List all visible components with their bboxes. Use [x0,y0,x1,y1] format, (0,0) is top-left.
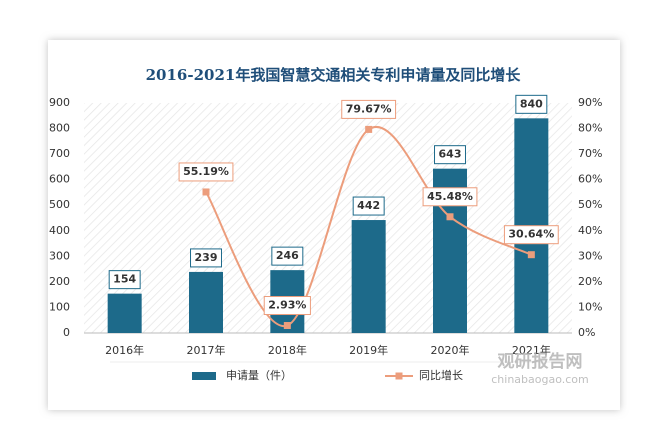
bar [189,271,223,333]
line-value-label-box [341,99,397,119]
legend-label: 申请量（件） [226,369,292,382]
line [205,125,532,327]
line-marker [283,322,291,330]
y-tick-label: 500 [49,198,70,211]
bar-value-label: 154 [113,273,136,286]
bar-value-label: 442 [357,199,380,212]
y2-tick-label: 0% [578,326,595,339]
plot-area [84,103,572,333]
y-tick-label: 600 [49,173,70,186]
legend-swatch [395,372,403,380]
y2-tick-label: 20% [578,275,602,288]
x-tick-label: 2018年 [268,343,307,357]
watermark: chinabaogao.com [491,373,589,386]
y2-tick-label: 40% [578,224,602,237]
line-marker [527,251,535,259]
y2-tick-label: 80% [578,122,602,135]
line-value-label: 55.19% [183,165,229,178]
y-tick-label: 100 [49,300,70,313]
y2-tick-label: 60% [578,173,602,186]
legend-swatch [192,372,216,380]
x-tick-label: 2017年 [187,343,226,357]
y-tick-label: 0 [63,326,70,339]
line-value-label-box [263,296,311,316]
bar-value-label-box [515,94,548,114]
line-marker [365,125,373,133]
y2-tick-label: 10% [578,300,602,313]
line-value-label: 30.64% [508,228,554,241]
x-tick-label: 2020年 [431,343,470,357]
y-tick-label: 800 [49,122,70,135]
bar-value-label: 643 [439,148,462,161]
y-tick-label: 300 [49,249,70,262]
y2-tick-label: 70% [578,147,602,160]
chart-title: 2016-2021年我国智慧交通相关专利申请量及同比增长 [146,66,522,84]
bar-value-label: 246 [276,249,299,262]
y2-tick-label: 90% [578,96,602,109]
y2-tick-label: 50% [578,198,602,211]
line-value-label-box [422,187,478,207]
y2-tick-label: 30% [578,249,602,262]
line-value-label-box [178,162,234,182]
line-value-label: 2.93% [268,299,306,312]
bar [351,220,386,333]
bar-value-label-box [434,145,466,165]
x-tick-label: 2021年 [512,343,551,357]
bar-value-label: 840 [520,97,543,110]
bar-value-label-box [108,270,141,290]
x-tick-label: 2019年 [349,343,388,357]
y-tick-label: 700 [49,147,70,160]
line-marker [446,213,454,221]
bar-value-label-box [190,248,222,268]
y-tick-label: 400 [49,224,70,237]
x-tick-label: 2016年 [105,343,144,357]
y-tick-label: 200 [49,275,70,288]
bar-value-label-box [271,246,304,266]
legend-label: 同比增长 [419,368,463,382]
y-tick-label: 900 [49,96,70,109]
watermark: 观研报告网 [497,351,583,372]
bar [107,293,142,333]
line-marker [202,188,210,196]
bar-value-label: 239 [195,251,218,264]
line-value-label: 45.48% [427,190,473,203]
line-value-label-box [503,225,559,245]
bar-value-label-box [352,196,385,216]
line-value-label: 79.67% [346,102,392,115]
